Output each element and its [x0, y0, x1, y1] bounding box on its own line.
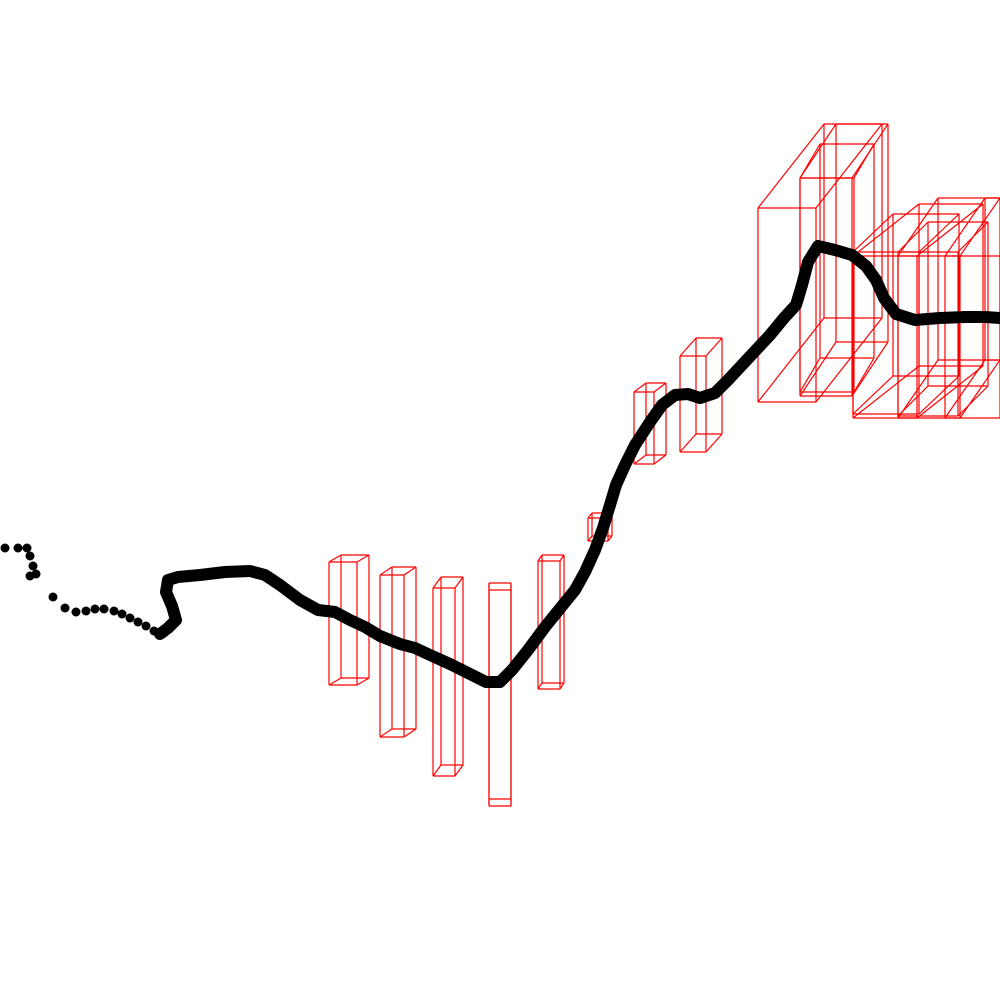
- bounding-box-4: [488, 582, 512, 807]
- trajectory-dot-17: [133, 617, 143, 627]
- trajectory-dot-15: [117, 609, 127, 619]
- trajectory-dot-8: [48, 592, 58, 602]
- trajectory-dot-11: [81, 606, 91, 616]
- trajectory-layer: [0, 240, 1000, 688]
- bounding-box-13: [944, 197, 1000, 419]
- bounding-box-1: [328, 554, 370, 686]
- bounding-box-15: [852, 213, 960, 415]
- trajectory-dot-16: [125, 613, 135, 623]
- bounding-box-16: [897, 221, 989, 417]
- bounding-box-8: [679, 337, 723, 453]
- trajectory-dot-2: [13, 543, 23, 553]
- bounding-box-3: [432, 576, 464, 777]
- bounding-box-5: [537, 554, 565, 690]
- trajectory-dot-18: [141, 621, 151, 631]
- trajectory-dot-10: [71, 607, 81, 617]
- trajectory-dot-12: [90, 604, 100, 614]
- trajectory-dot-14: [109, 606, 119, 616]
- trajectory-dot-4: [25, 551, 35, 561]
- trajectory-dot-5: [28, 561, 38, 571]
- trajectory-dot-9: [60, 603, 70, 613]
- trajectory-dot-1: [0, 543, 10, 553]
- trajectory-dot-13: [99, 604, 109, 614]
- trajectory-dot-3: [22, 543, 32, 553]
- trajectory-line: [154, 240, 1000, 688]
- bounding-boxes-layer: [328, 123, 1000, 807]
- trajectory-dot-7: [31, 569, 41, 579]
